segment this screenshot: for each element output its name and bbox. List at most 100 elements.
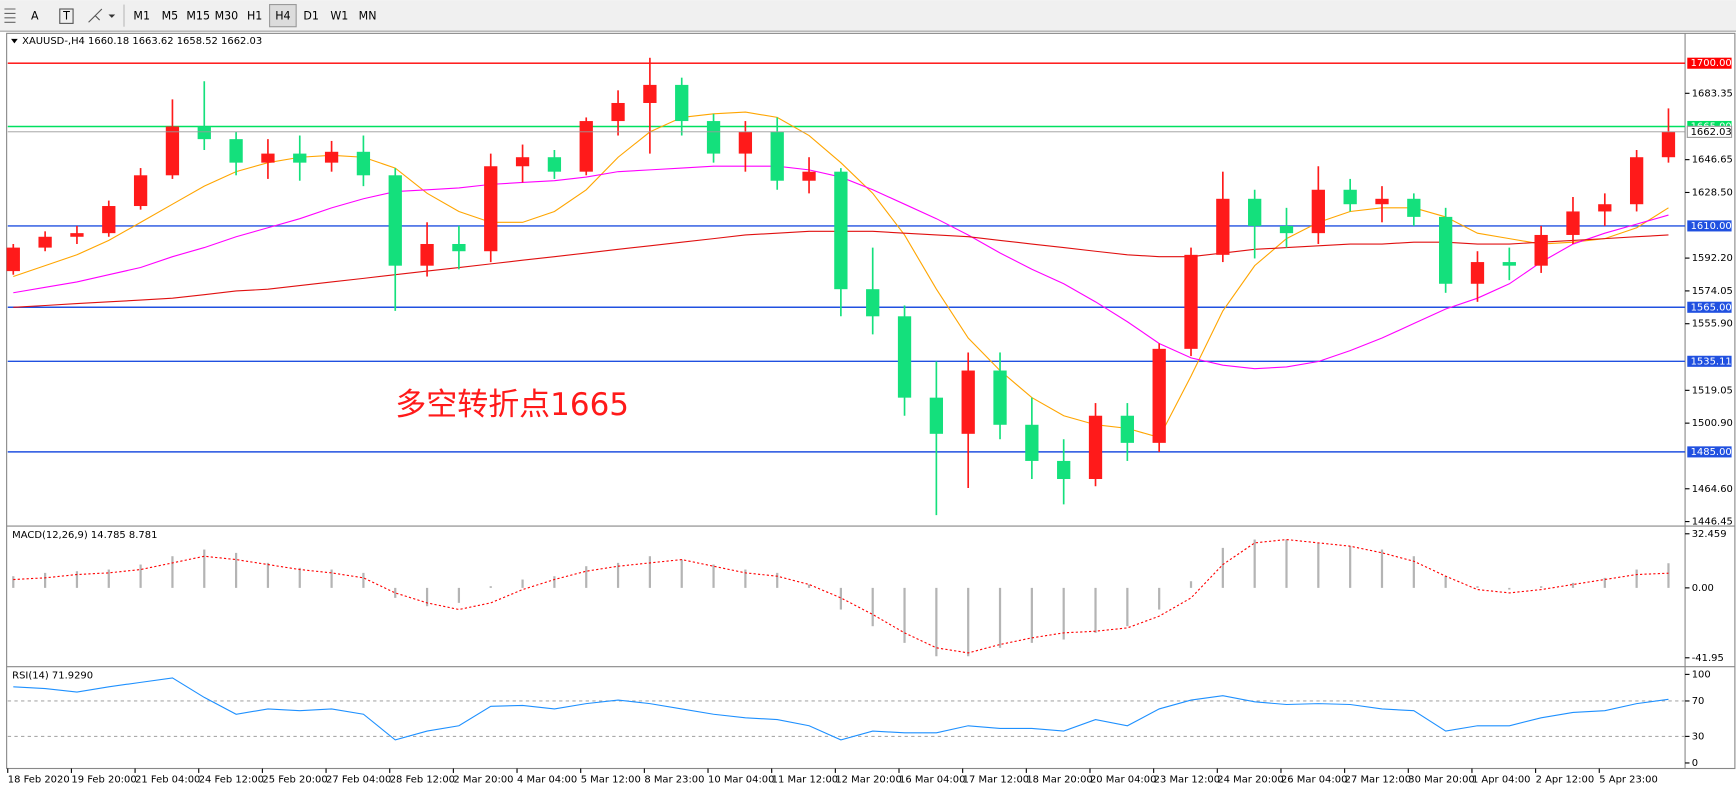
rsi-line	[13, 677, 1669, 741]
candle-body	[38, 236, 52, 248]
candle-body	[70, 233, 84, 237]
candle-body	[1629, 157, 1644, 205]
candle-body	[515, 157, 530, 167]
x-tick-label: 19 Feb 20:00	[71, 775, 136, 786]
y-tick-label: 1446.45	[1692, 517, 1733, 528]
candle-body	[1598, 204, 1612, 212]
timeframe-label[interactable]: M1	[133, 10, 150, 23]
x-tick-label: 1 Apr 04:00	[1472, 775, 1531, 786]
timeframe-label[interactable]: M15	[186, 10, 210, 23]
x-tick-label: 17 Mar 12:00	[963, 775, 1029, 786]
y-tick-label: 1683.35	[1692, 88, 1733, 99]
level-price-box	[1687, 57, 1732, 69]
y-tick-label: 0.00	[1692, 583, 1714, 594]
candle-body	[1439, 216, 1453, 284]
candle-body	[1407, 198, 1421, 217]
candle-body	[1502, 262, 1516, 266]
y-tick-label: 1464.60	[1692, 484, 1733, 495]
x-tick-label: 27 Mar 12:00	[1345, 775, 1411, 786]
x-tick-label: 5 Mar 12:00	[581, 775, 641, 786]
x-tick-label: 28 Feb 12:00	[390, 775, 455, 786]
timeframe-label[interactable]: M30	[215, 10, 239, 23]
candle-body	[802, 171, 816, 181]
candle-body	[1566, 211, 1580, 235]
candle-body	[993, 370, 1007, 425]
x-tick-label: 2 Apr 12:00	[1536, 775, 1595, 786]
x-tick-label: 20 Mar 04:00	[1090, 775, 1156, 786]
y-tick-label: 32.459	[1692, 529, 1727, 540]
x-tick-label: 24 Mar 20:00	[1217, 775, 1283, 786]
x-tick-label: 8 Mar 23:00	[644, 775, 704, 786]
panel-title: RSI(14) 71.9290	[12, 671, 93, 682]
candle-body	[961, 370, 975, 434]
candle-body	[102, 206, 116, 234]
level-price-box	[1687, 301, 1732, 313]
timeframe-label[interactable]: M5	[162, 10, 179, 23]
y-tick-label: 70	[1692, 696, 1705, 707]
candle-body	[1152, 348, 1166, 443]
y-tick-label: 1500.90	[1692, 418, 1733, 429]
level-price-label: 1610.00	[1691, 221, 1732, 232]
candle-body	[547, 157, 562, 172]
text-tool[interactable]: A	[31, 10, 39, 23]
annotation: 多空转折点1665	[395, 387, 629, 423]
level-price-box	[1687, 446, 1732, 458]
collapse-arrow[interactable]	[11, 38, 18, 44]
timeframe-label[interactable]: H1	[247, 10, 262, 23]
candle-body	[420, 243, 434, 266]
candle-body	[1025, 424, 1039, 461]
timeframe-label[interactable]: MN	[359, 10, 377, 23]
shapes-tool[interactable]	[88, 8, 103, 23]
panel-title: MACD(12,26,9) 14.785 8.781	[12, 530, 157, 541]
label-tool-glyph: T	[62, 10, 70, 23]
x-tick-label: 10 Mar 04:00	[708, 775, 774, 786]
candle-body	[197, 126, 211, 140]
candle-body	[356, 151, 371, 176]
timeframe-bar: M1 M5 M15 M30 H1 H4 D1 W1 MN	[123, 4, 377, 28]
candle-body	[324, 151, 339, 163]
toolbar-icons: A T	[4, 8, 116, 24]
y-tick-label: 1519.05	[1692, 385, 1733, 396]
candle-body	[1375, 198, 1389, 205]
candle-body	[1248, 198, 1262, 226]
candle-body	[897, 316, 912, 398]
level-price-box	[1687, 355, 1732, 367]
candle-body	[738, 131, 753, 154]
timeframe-label[interactable]: D1	[303, 10, 319, 23]
candle-body	[1470, 262, 1485, 284]
timeframe-label[interactable]: H4	[275, 10, 290, 23]
candle-body	[706, 121, 721, 154]
candle-body	[579, 121, 593, 172]
candle-body	[484, 166, 498, 252]
chart-frame	[6, 32, 1736, 770]
timeframe-button[interactable]	[269, 4, 297, 28]
level-price-label: 1565.00	[1691, 302, 1732, 313]
x-tick-label: 30 Mar 20:00	[1408, 775, 1474, 786]
x-tick-label: 25 Feb 20:00	[262, 775, 327, 786]
candle-body	[229, 139, 243, 163]
x-tick-label: 26 Mar 04:00	[1281, 775, 1347, 786]
y-tick-label: 1555.90	[1692, 319, 1733, 330]
y-tick-label: 1628.50	[1692, 187, 1733, 198]
level-price-label: 1700.00	[1691, 58, 1732, 69]
y-tick-label: 1592.20	[1692, 253, 1733, 264]
candle-body	[1279, 225, 1294, 234]
candle-body	[1343, 189, 1357, 205]
candle-body	[452, 243, 466, 252]
dropdown-arrow[interactable]	[108, 14, 116, 18]
menu-icon[interactable]	[4, 8, 16, 23]
timeframe-label[interactable]: W1	[330, 10, 348, 23]
x-tick-label: 23 Mar 12:00	[1154, 775, 1220, 786]
y-tick-label: 0	[1692, 758, 1698, 769]
candle-body	[866, 289, 880, 317]
x-tick-label: 11 Mar 12:00	[772, 775, 838, 786]
candle-body	[611, 102, 625, 122]
x-tick-label: 4 Mar 04:00	[517, 775, 577, 786]
y-tick-label: 100	[1692, 669, 1711, 680]
label-tool[interactable]	[59, 8, 74, 24]
last-price-label: 1662.03	[1691, 127, 1732, 138]
candle-body	[834, 171, 848, 290]
x-tick-label: 24 Feb 12:00	[199, 775, 264, 786]
candle-body	[1661, 131, 1676, 158]
